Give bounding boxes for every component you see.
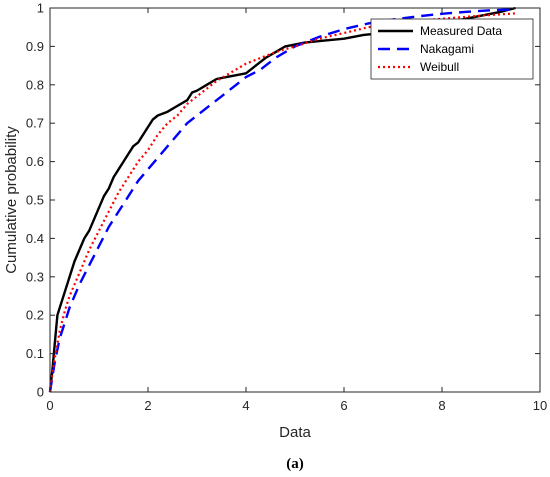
y-tick-label: 0.4 (26, 231, 44, 246)
x-tick-label: 8 (438, 398, 445, 413)
x-tick-label: 4 (242, 398, 249, 413)
series-line-weibull (48, 12, 516, 393)
legend-label-nakagami: Nakagami (420, 42, 474, 56)
y-tick-label: 0.2 (26, 308, 44, 323)
y-tick-label: 0.6 (26, 154, 44, 169)
x-axis-label: Data (279, 424, 311, 441)
y-tick-label: 0.9 (26, 39, 44, 54)
y-axis-label: Cumulative probability (3, 126, 20, 274)
y-tick-label: 0.1 (26, 346, 44, 361)
y-tick-label: 0.3 (26, 269, 44, 284)
y-tick-label: 0.7 (26, 116, 44, 131)
x-tick-label: 6 (340, 398, 347, 413)
legend-label-measured-data: Measured Data (420, 24, 502, 38)
legend-label-weibull: Weibull (420, 60, 459, 74)
x-tick-label: 0 (46, 398, 53, 413)
x-tick-label: 2 (144, 398, 151, 413)
figure-caption: (a) (286, 456, 304, 472)
series-line-measured-data (48, 6, 516, 393)
x-tick-label: 10 (533, 398, 547, 413)
y-tick-label: 0.5 (26, 193, 44, 208)
legend: Measured Data Nakagami Weibull (370, 18, 534, 80)
y-tick-label: 0.8 (26, 77, 44, 92)
y-tick-label: 1 (37, 1, 44, 16)
axes-layer: 0 2 4 6 8 10 0 0.1 0.2 0.3 0.4 0.5 0.6 0.7 0.8 0.9 1 (26, 1, 547, 414)
y-tick-label: 0 (37, 385, 44, 400)
